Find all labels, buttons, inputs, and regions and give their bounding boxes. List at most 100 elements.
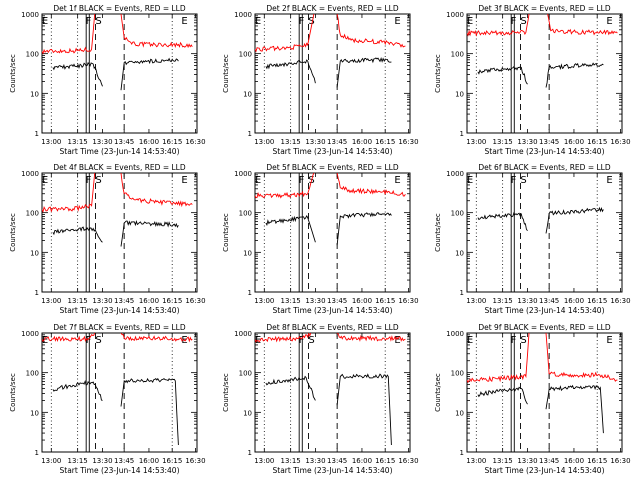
x-axis-label: Start Time (23-Jun-14 14:53:40) <box>485 147 605 156</box>
event-marker-label: E <box>42 16 48 27</box>
y-axis-label: Counts/sec <box>222 373 230 412</box>
x-tick-label: 16:15 <box>375 297 395 305</box>
events-series-line <box>120 220 179 247</box>
y-axis-label: Counts/sec <box>9 213 17 252</box>
lld-series-line <box>467 333 530 384</box>
y-tick-label: 1 <box>460 289 464 297</box>
x-tick-label: 16:00 <box>352 297 372 305</box>
event-marker-label: F <box>511 175 517 186</box>
y-tick-label: 1 <box>248 449 252 457</box>
event-marker-label: F <box>511 16 517 27</box>
detector-panel: 1 10 100 1000 13:00 13:15 13:30 13:45 16:00 16:15… <box>434 4 631 156</box>
x-tick-label: 13:15 <box>493 297 513 305</box>
y-axis-label: Counts/sec <box>222 54 230 93</box>
lld-series-line <box>42 333 96 343</box>
lld-series-line <box>467 14 530 37</box>
event-marker-label: E <box>606 16 612 27</box>
y-tick-label: 1000 <box>234 170 252 178</box>
panel-title: Det 5f BLACK = Events, RED = LLD <box>266 163 399 172</box>
event-marker-label: F <box>86 175 92 186</box>
x-tick-label: 13:30 <box>305 457 325 465</box>
x-tick-label: 13:15 <box>281 138 301 146</box>
lld-series-line <box>255 333 312 343</box>
y-tick-label: 100 <box>451 210 464 218</box>
detector-panel: 1 10 100 1000 13:00 13:15 13:30 13:45 16:00 16:15… <box>9 323 206 475</box>
x-axis-label: Start Time (23-Jun-14 14:53:40) <box>273 147 393 156</box>
y-tick-label: 10 <box>455 409 464 417</box>
event-marker-label: E <box>394 16 400 27</box>
lld-series-line <box>336 333 406 342</box>
lld-series-line <box>42 173 96 214</box>
y-tick-label: 100 <box>451 51 464 59</box>
x-tick-label: 13:45 <box>114 457 134 465</box>
detector-panel: 1 10 100 1000 13:00 13:15 13:30 13:45 16:00 16:15… <box>9 163 206 315</box>
y-axis-label: Counts/sec <box>434 373 442 412</box>
panel-title: Det 9f BLACK = Events, RED = LLD <box>478 323 611 332</box>
events-series-line <box>120 377 179 446</box>
x-axis-label: Start Time (23-Jun-14 14:53:40) <box>485 466 605 475</box>
x-tick-label: 13:45 <box>327 457 347 465</box>
y-tick-label: 100 <box>26 51 39 59</box>
y-tick-label: 10 <box>30 90 39 98</box>
plot-frame <box>41 332 198 453</box>
event-marker-label: F <box>86 16 92 27</box>
event-marker-label: S <box>520 16 526 27</box>
plot-frame <box>466 332 623 453</box>
detector-panel: 1 10 100 1000 13:00 13:15 13:30 13:45 16:00 16:15… <box>434 323 631 475</box>
y-tick-label: 100 <box>26 210 39 218</box>
events-series-line <box>545 206 604 234</box>
y-tick-label: 100 <box>26 370 39 378</box>
y-tick-label: 1000 <box>234 330 252 338</box>
x-tick-label: 13:30 <box>517 457 537 465</box>
x-tick-label: 16:15 <box>162 457 182 465</box>
y-tick-label: 1000 <box>234 11 252 19</box>
x-tick-label: 13:00 <box>466 297 486 305</box>
panel-title: Det 7f BLACK = Events, RED = LLD <box>53 323 186 332</box>
x-axis-label: Start Time (23-Jun-14 14:53:40) <box>485 306 605 315</box>
event-marker-label: S <box>308 335 314 346</box>
panel-title: Det 4f BLACK = Events, RED = LLD <box>53 163 186 172</box>
panel-title: Det 6f BLACK = Events, RED = LLD <box>478 163 611 172</box>
detector-panel: 1 10 100 1000 13:00 13:15 13:30 13:45 16:00 16:15… <box>434 163 631 315</box>
x-tick-label: 13:00 <box>41 457 61 465</box>
y-tick-label: 1000 <box>446 170 464 178</box>
x-tick-label: 13:15 <box>281 457 301 465</box>
event-marker-label: F <box>86 335 92 346</box>
lld-series-line <box>336 14 406 48</box>
events-series-line <box>265 214 316 243</box>
plot-frame <box>41 172 198 293</box>
x-tick-label: 16:30 <box>398 297 418 305</box>
y-tick-label: 1 <box>248 130 252 138</box>
lld-series-line <box>547 14 618 36</box>
events-series-line <box>52 379 103 401</box>
events-series-line <box>545 62 604 88</box>
event-marker-label: S <box>95 335 101 346</box>
panel-title: Det 2f BLACK = Events, RED = LLD <box>266 4 399 13</box>
events-series-line <box>336 211 392 246</box>
y-tick-label: 10 <box>455 249 464 257</box>
y-tick-label: 1000 <box>21 170 39 178</box>
x-tick-label: 13:45 <box>327 138 347 146</box>
event-marker-label: F <box>511 335 517 346</box>
detector-panel: 1 10 100 1000 13:00 13:15 13:30 13:45 16:00 16:15… <box>222 4 419 156</box>
events-series-line <box>545 384 604 434</box>
x-tick-label: 13:00 <box>254 457 274 465</box>
y-tick-label: 1 <box>35 130 39 138</box>
y-tick-label: 1000 <box>21 11 39 19</box>
panel-title: Det 8f BLACK = Events, RED = LLD <box>266 323 399 332</box>
event-marker-label: S <box>95 16 101 27</box>
lld-series-line <box>255 14 315 53</box>
y-tick-label: 1000 <box>446 330 464 338</box>
event-marker-label: S <box>520 175 526 186</box>
event-marker-label: E <box>467 175 473 186</box>
y-tick-label: 1000 <box>446 11 464 19</box>
lld-series-line <box>255 173 315 199</box>
event-marker-label: E <box>255 16 261 27</box>
y-axis-label: Counts/sec <box>222 213 230 252</box>
x-tick-label: 16:00 <box>564 297 584 305</box>
events-series-line <box>120 57 179 91</box>
y-tick-label: 10 <box>243 90 252 98</box>
events-series-line <box>52 226 103 243</box>
x-tick-label: 16:15 <box>162 138 182 146</box>
x-tick-label: 16:30 <box>398 457 418 465</box>
